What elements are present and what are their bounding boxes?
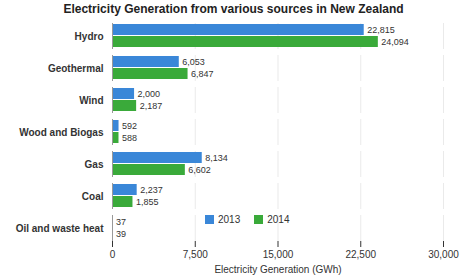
svg-text:Gas: Gas — [85, 159, 104, 170]
svg-text:6,602: 6,602 — [188, 165, 211, 175]
svg-text:39: 39 — [116, 229, 126, 239]
svg-text:15,000: 15,000 — [263, 249, 294, 260]
svg-text:2,187: 2,187 — [140, 101, 163, 111]
svg-text:2,000: 2,000 — [138, 89, 161, 99]
html-text:2013: 2013 — [218, 214, 241, 225]
svg-text:30,000: 30,000 — [428, 249, 459, 260]
svg-text:8,134: 8,134 — [205, 153, 228, 163]
html-text:2014: 2014 — [267, 214, 290, 225]
svg-text:7,500: 7,500 — [183, 249, 208, 260]
svg-text:0: 0 — [110, 249, 116, 260]
svg-text:37: 37 — [116, 217, 126, 227]
svg-text:2,237: 2,237 — [140, 185, 163, 195]
svg-text:Oil and waste heat: Oil and waste heat — [16, 223, 104, 234]
svg-text:6,847: 6,847 — [191, 69, 214, 79]
svg-text:Coal: Coal — [82, 191, 104, 202]
svg-text:Hydro: Hydro — [75, 31, 104, 42]
svg-text:Electricity Generation (GWh): Electricity Generation (GWh) — [214, 264, 341, 275]
svg-text:22,500: 22,500 — [345, 249, 376, 260]
svg-text:1,855: 1,855 — [136, 197, 159, 207]
svg-text:588: 588 — [122, 133, 137, 143]
svg-text:22,815: 22,815 — [367, 25, 395, 35]
svg-text:24,094: 24,094 — [381, 37, 409, 47]
svg-text:592: 592 — [122, 121, 137, 131]
svg-text:Wood and Biogas: Wood and Biogas — [19, 127, 104, 138]
html-text:Electricity Generation from va: Electricity Generation from various sour… — [63, 2, 404, 16]
svg-text:6,053: 6,053 — [182, 57, 205, 67]
svg-text:Wind: Wind — [79, 95, 103, 106]
svg-text:Geothermal: Geothermal — [48, 63, 104, 74]
